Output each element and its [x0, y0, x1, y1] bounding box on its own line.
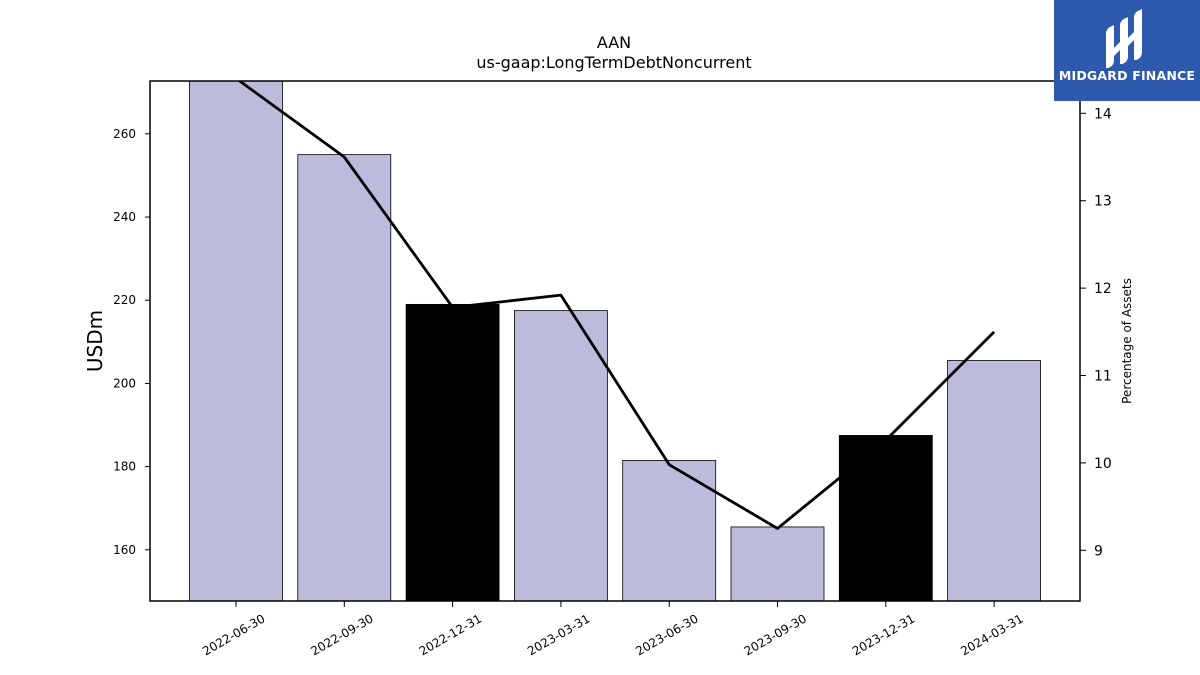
y2-tick-label: 10	[1094, 456, 1112, 472]
y2-tick-label: 12	[1094, 281, 1112, 297]
y2-axis-ticks: 9 10 11 12 13 14	[1080, 106, 1112, 559]
x-axis-ticks: 2022-06-30 2022-09-30 2022-12-31 2023-03-31…	[200, 601, 1026, 658]
x-tick-label: 2022-09-30	[308, 611, 375, 658]
bar-2023-12-31	[838, 435, 933, 601]
brand-name: MIDGARD FINANCE	[1058, 68, 1196, 83]
line-series	[237, 81, 996, 530]
y-tick-label: 240	[113, 210, 136, 224]
y-axis-ticks: 160 180 200 220 240 260	[113, 127, 150, 557]
y-tick-label: 220	[113, 293, 136, 307]
y-axis-label: USDm	[83, 310, 107, 372]
bar-2023-09-30	[730, 526, 825, 601]
x-tick-label: 2023-06-30	[633, 611, 700, 658]
chart-title: AAN	[597, 33, 631, 52]
bar-2024-03-31	[947, 360, 1041, 601]
y-tick-label: 180	[113, 460, 136, 474]
y2-tick-label: 13	[1094, 194, 1112, 210]
y2-tick-label: 11	[1094, 369, 1112, 385]
bar-2022-06-30	[189, 81, 283, 601]
bar-2023-06-30	[622, 459, 717, 601]
y-tick-label: 260	[113, 127, 136, 141]
y2-tick-label: 14	[1094, 106, 1112, 122]
x-tick-label: 2022-12-31	[417, 611, 484, 658]
chart-subtitle: us-gaap:LongTermDebtNoncurrent	[476, 53, 751, 72]
brand-logo: MIDGARD FINANCE	[1054, 0, 1200, 101]
plot-frame	[149, 80, 1081, 602]
y-tick-label: 160	[113, 543, 136, 557]
bar-2022-09-30	[297, 154, 392, 601]
y-tick-label: 200	[113, 376, 136, 390]
logo-mark-icon	[1106, 9, 1142, 68]
bar-2022-12-31	[405, 303, 500, 601]
x-tick-label: 2022-06-30	[200, 611, 267, 658]
x-tick-label: 2023-09-30	[742, 611, 809, 658]
line-percentage-of-assets	[237, 81, 996, 530]
x-tick-label: 2023-12-31	[850, 611, 917, 658]
y2-tick-label: 9	[1094, 543, 1103, 559]
bar-2023-03-31	[514, 310, 608, 601]
y2-axis-label: Percentage of Assets	[1120, 278, 1134, 404]
x-tick-label: 2023-03-31	[525, 611, 592, 658]
bars	[189, 81, 1041, 601]
x-tick-label: 2024-03-31	[958, 611, 1025, 658]
